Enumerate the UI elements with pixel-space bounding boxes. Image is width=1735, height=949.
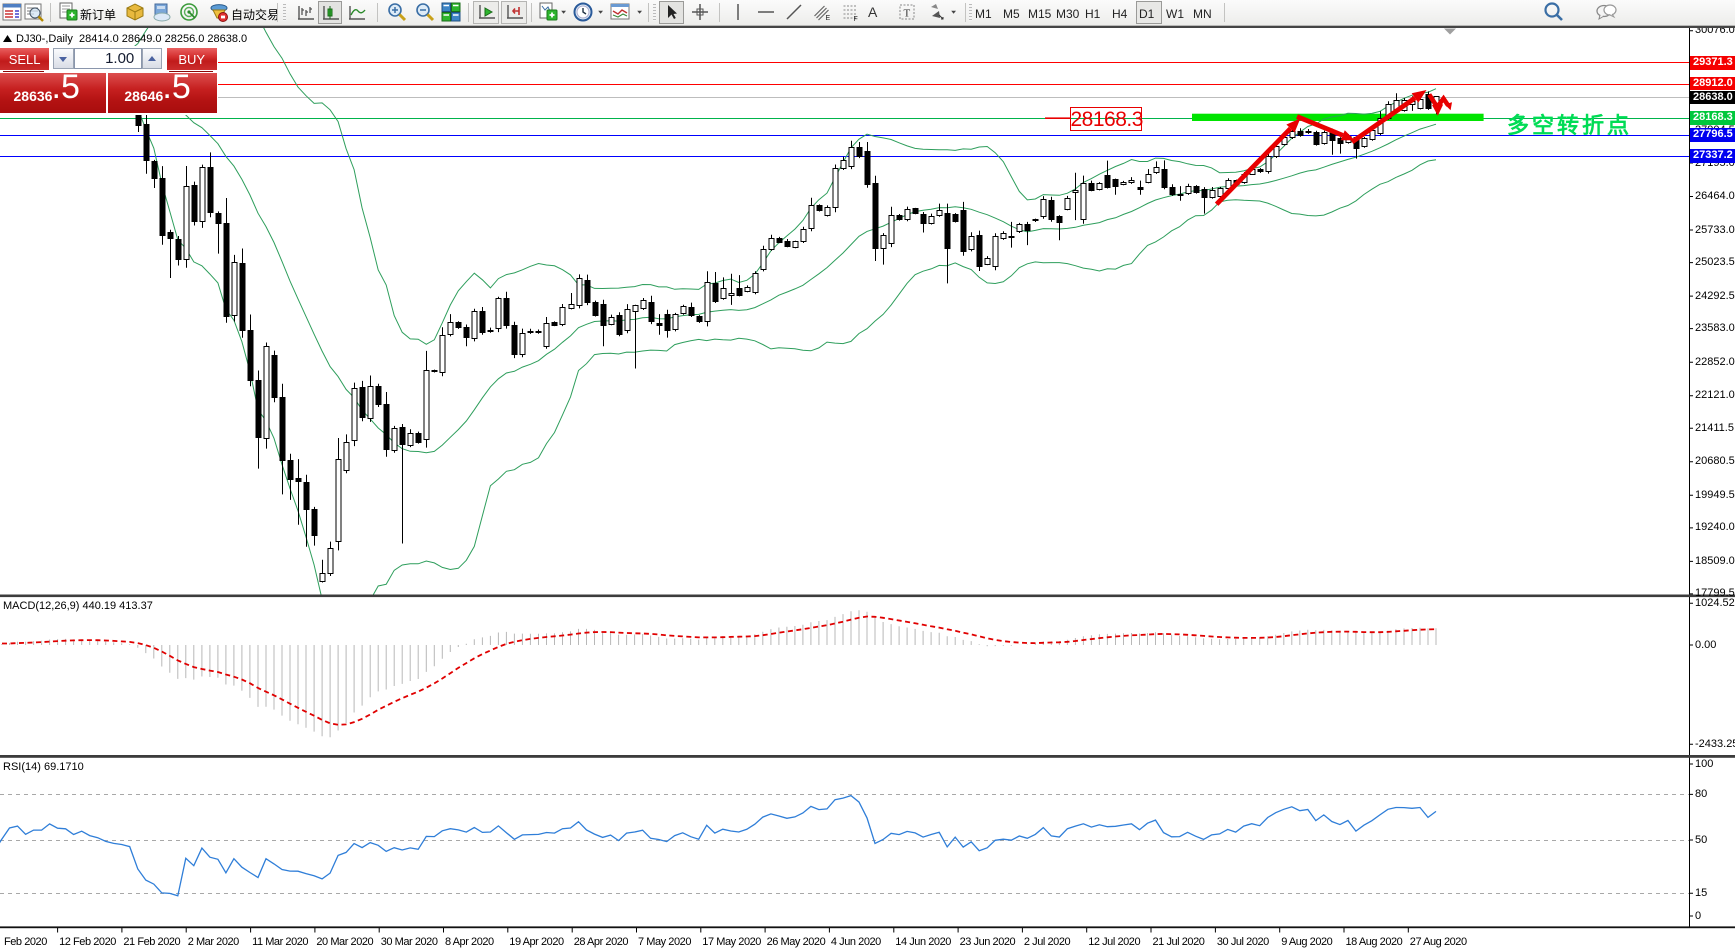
svg-text:T: T — [904, 8, 911, 20]
svg-text:F: F — [854, 16, 858, 22]
svg-text:E: E — [826, 15, 831, 22]
